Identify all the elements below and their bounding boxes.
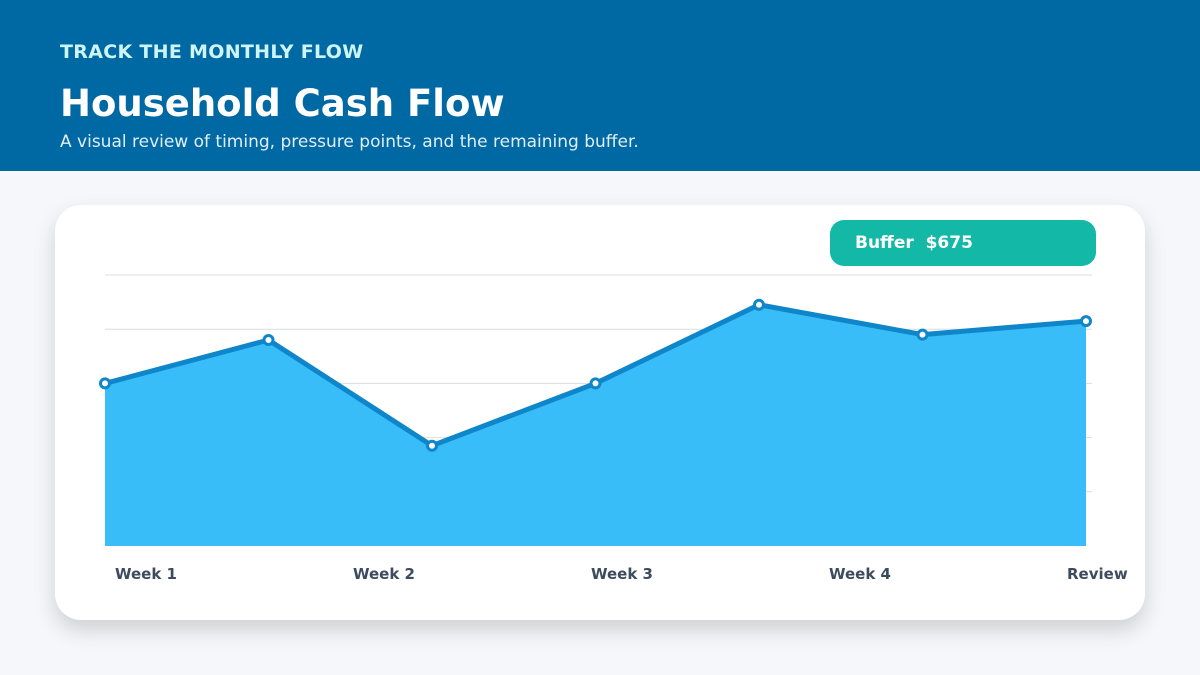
data-point-4 xyxy=(753,298,765,311)
eyebrow-label: TRACK THE MONTHLY FLOW xyxy=(60,41,364,63)
data-point-0 xyxy=(99,377,111,390)
data-points xyxy=(99,298,1092,452)
x-tick-label-2: Week 3 xyxy=(591,565,653,583)
data-point-2 xyxy=(426,439,438,452)
area-fill xyxy=(105,304,1086,546)
data-point-3 xyxy=(589,377,602,390)
x-tick-label-4: Review xyxy=(1067,565,1128,583)
x-tick-label-3: Week 4 xyxy=(829,565,891,583)
x-tick-label-0: Week 1 xyxy=(115,565,177,583)
data-point-6 xyxy=(1080,315,1092,328)
page-subtitle: A visual review of timing, pressure poin… xyxy=(60,132,639,152)
data-point-5 xyxy=(916,328,929,341)
data-point-1 xyxy=(262,334,275,347)
page-title: Household Cash Flow xyxy=(60,82,505,125)
buffer-badge-text: Buffer $675 xyxy=(855,233,973,253)
x-axis-labels: Week 1 Week 2 Week 3 Week 4 Review xyxy=(115,565,1128,583)
buffer-badge: Buffer $675 xyxy=(830,220,1096,266)
header-banner: TRACK THE MONTHLY FLOW Household Cash Fl… xyxy=(0,0,1200,171)
x-tick-label-1: Week 2 xyxy=(353,565,415,583)
